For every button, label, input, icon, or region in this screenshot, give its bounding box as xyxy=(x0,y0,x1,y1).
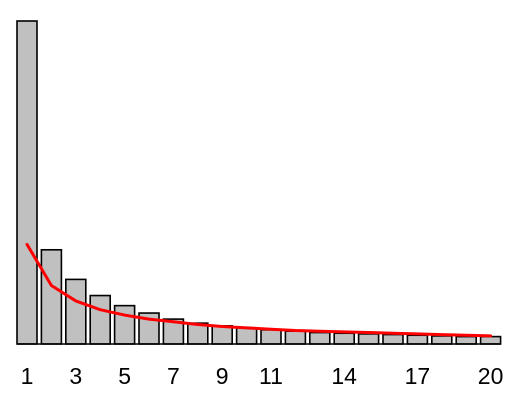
x-tick-label-20: 20 xyxy=(478,363,504,389)
bar-11 xyxy=(260,329,282,345)
x-tick-label-3: 3 xyxy=(69,363,82,389)
bar-1 xyxy=(16,20,38,345)
bar-12 xyxy=(284,330,307,345)
x-tick-label-11: 11 xyxy=(259,363,283,389)
bar-14 xyxy=(333,332,356,345)
bar-5 xyxy=(113,304,136,345)
fit-curve xyxy=(25,242,493,338)
bar-16 xyxy=(382,333,404,345)
bar-4 xyxy=(89,294,111,345)
bar-18 xyxy=(430,335,453,345)
bar-20 xyxy=(479,335,502,345)
x-tick-labels: 1 3 5 7 9 11 14 17 20 xyxy=(21,363,504,389)
bar-9 xyxy=(211,325,233,345)
x-tick-label-14: 14 xyxy=(331,363,357,389)
bar-19 xyxy=(455,335,478,345)
bar-3 xyxy=(65,278,87,345)
bars-group xyxy=(16,20,502,345)
bar-10 xyxy=(235,327,258,345)
x-tick-label-5: 5 xyxy=(118,363,131,389)
bar-15 xyxy=(357,333,380,345)
x-tick-label-7: 7 xyxy=(167,363,180,389)
bar-13 xyxy=(308,331,331,345)
bar-2 xyxy=(40,248,63,345)
bar-17 xyxy=(406,334,429,345)
x-tick-label-9: 9 xyxy=(216,363,229,389)
x-tick-label-1: 1 xyxy=(21,363,34,389)
x-tick-label-17: 17 xyxy=(405,363,431,389)
